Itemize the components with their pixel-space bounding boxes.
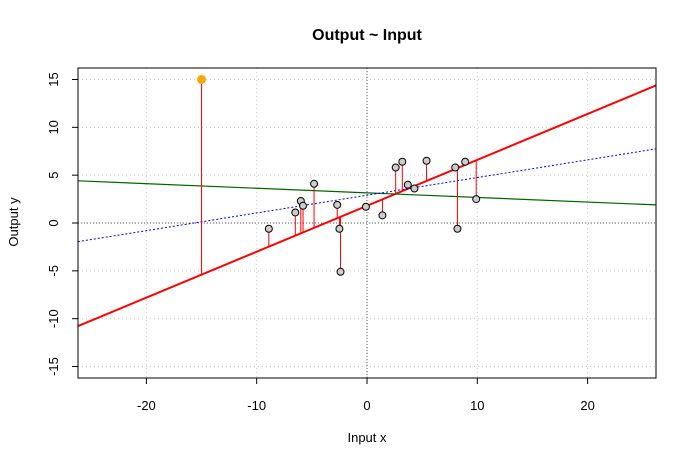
x-tick-label: 10: [470, 398, 484, 413]
data-point: [410, 184, 419, 193]
x-tick-label: 20: [580, 398, 594, 413]
data-point: [461, 157, 470, 166]
data-point: [299, 201, 308, 210]
chart-title: Output ~ Input: [312, 27, 422, 44]
plot-frame: [77, 67, 657, 379]
data-point: [422, 156, 431, 165]
data-point: [333, 200, 342, 209]
y-tick-label: 0: [46, 219, 61, 226]
data-point: [398, 157, 407, 166]
data-point: [451, 163, 460, 172]
data-point: [310, 179, 319, 188]
y-tick-label: 10: [46, 120, 61, 134]
fit-line: [78, 148, 656, 243]
x-tick-label: 0: [363, 398, 370, 413]
y-tick-label: -5: [46, 265, 61, 277]
data-point: [453, 224, 462, 233]
y-tick-label: 5: [46, 172, 61, 179]
data-point: [335, 224, 344, 233]
data-point: [361, 202, 370, 211]
x-tick-label: -10: [247, 398, 266, 413]
axes: -20 -10 0 10 20 -15 -10 -5 0 5 10 15: [46, 72, 595, 413]
data-point: [264, 224, 273, 233]
y-tick-label: 15: [46, 72, 61, 86]
data-points: [197, 74, 481, 276]
data-point: [336, 267, 345, 276]
x-tick-label: -20: [137, 398, 156, 413]
data-point: [391, 163, 400, 172]
data-point: [472, 195, 481, 204]
data-point: [291, 208, 300, 217]
data-point: [378, 211, 387, 220]
x-axis-label: Input x: [347, 430, 387, 445]
y-tick-label: -10: [46, 309, 61, 328]
y-axis-label: Output y: [6, 197, 21, 247]
y-tick-label: -15: [46, 357, 61, 376]
data-point: [403, 180, 412, 189]
reference-lines: [78, 68, 656, 378]
fit-line: [78, 180, 656, 206]
outlier-point: [197, 74, 207, 84]
